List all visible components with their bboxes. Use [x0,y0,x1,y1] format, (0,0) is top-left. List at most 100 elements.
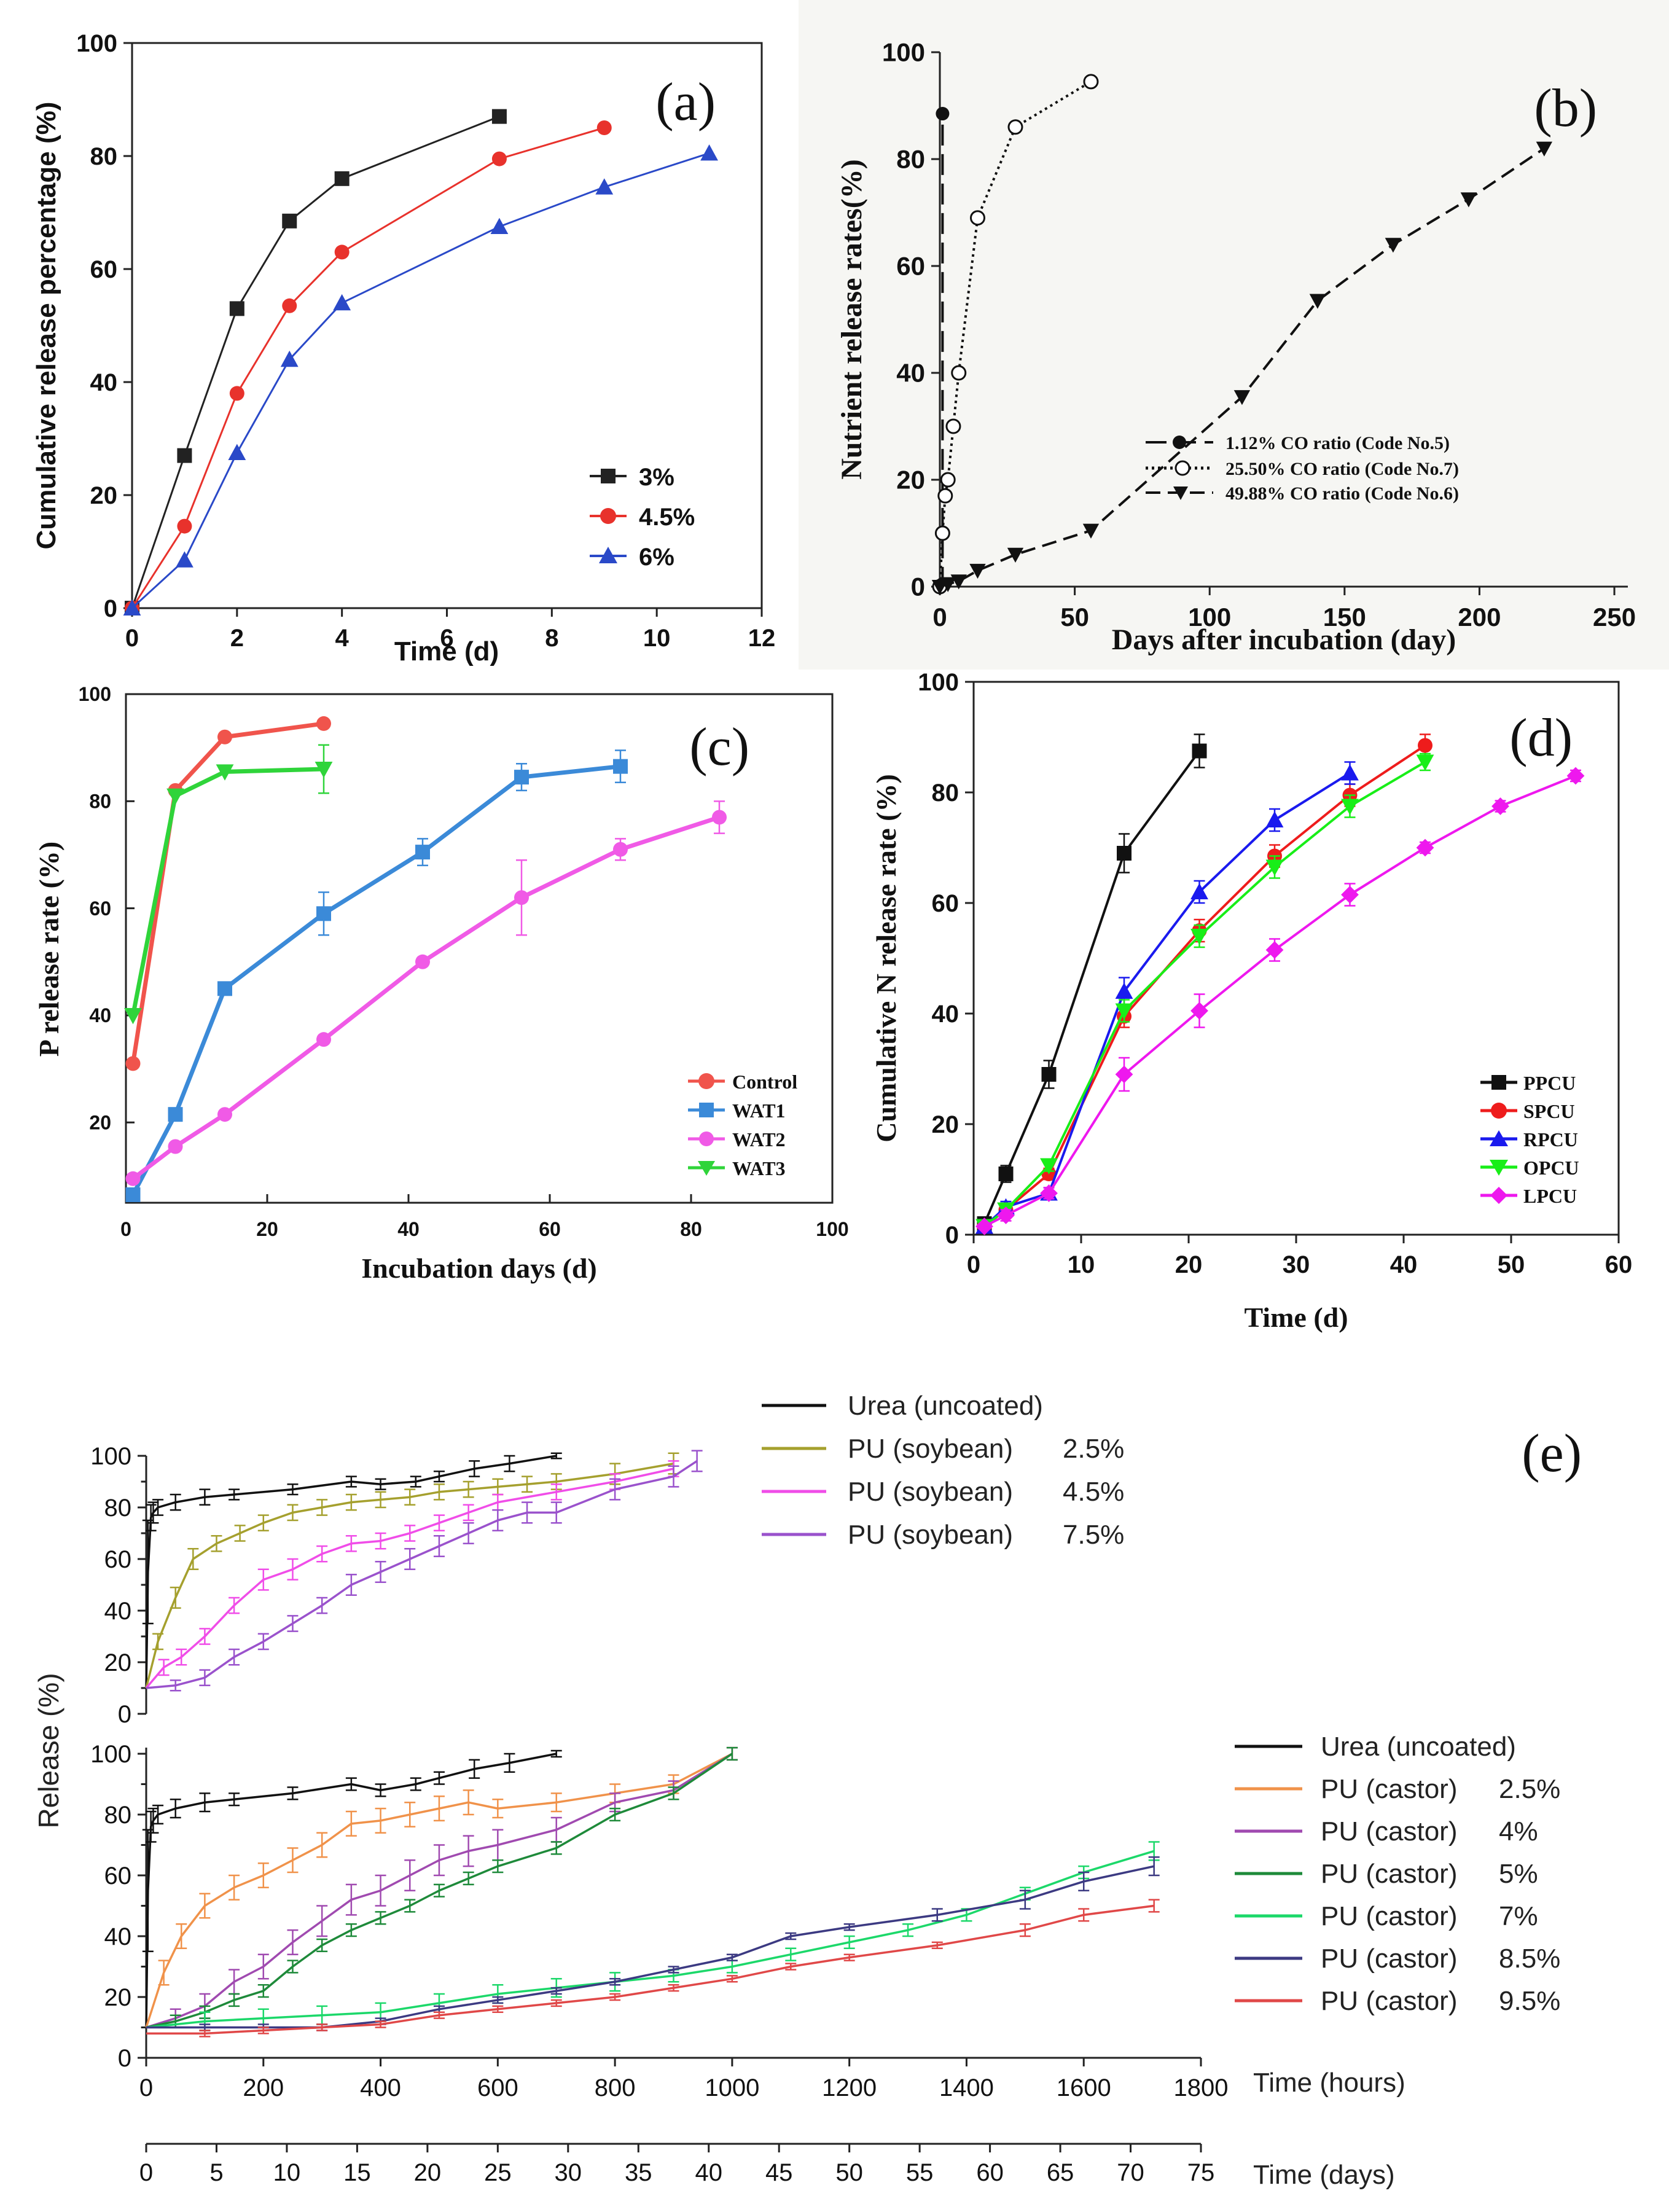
panel-b: 0 50 100 150 200 250 0 20 40 60 80 100 (b) Days aft… [835,38,1636,656]
y-tick-label: 80 [89,791,111,813]
data-point [316,1032,331,1047]
data-point [1460,192,1477,208]
legend: 3% 4.5% 6% [590,464,695,571]
panel-label: (d) [1509,708,1573,768]
x-axis-label: Incubation days (d) [361,1253,596,1284]
x-tick-label: 0 [120,1218,131,1240]
legend-label: WAT3 [732,1157,786,1179]
y-tick-label: 20 [896,466,925,494]
data-point [125,1171,141,1186]
x-tick-label: 6 [440,625,453,652]
y-tick-label: 40 [932,1001,960,1028]
x-tick-days-label: 75 [1187,2159,1215,2186]
data-point [613,842,628,857]
data-point [1007,119,1023,135]
data-point [969,210,985,226]
data-point [595,178,614,195]
data-point [940,472,956,488]
x-tick-label: 100 [1188,603,1231,631]
y-tick-label: 100 [90,1741,131,1768]
legend: 1.12% CO ratio (Code No.5) 25.50% CO rat… [1146,433,1459,504]
y-tick-label: 40 [896,359,925,388]
x-tick-days-label: 45 [765,2159,793,2186]
legend-label-suffix: 4% [1499,1816,1538,1847]
x-tick-label: 0 [932,603,947,631]
y-tick-label: 20 [932,1111,960,1138]
x-tick-label: 1800 [1174,2074,1229,2101]
x-tick-label: 0 [967,1251,980,1278]
x-tick-label: 50 [1060,603,1089,631]
legend-label: PU (castor) [1321,1774,1457,1804]
y-axis-label: P release rate (%) [33,842,64,1057]
data-point [1117,846,1132,861]
data-point [1265,811,1284,827]
legend-label: PPCU [1523,1072,1576,1094]
x-tick-label: 60 [539,1218,561,1240]
legend: Control WAT1 WAT2 WAT3 [688,1071,797,1179]
x-tick-label: 0 [139,2074,153,2101]
y-tick-label: 0 [945,1222,959,1249]
series-line [131,721,324,1064]
y-tick-label: 40 [104,1598,132,1625]
x-tick-label: 200 [243,2074,284,2101]
legend-label: LPCU [1523,1185,1577,1207]
legend-label-suffix: 7% [1499,1901,1538,1931]
y-tick-label: 80 [104,1802,132,1829]
y-tick-label: 60 [932,890,960,917]
legend-label-suffix: 7.5% [1063,1520,1124,1550]
y-tick-label: 60 [90,256,118,283]
data-point [228,444,246,460]
y-tick-label: 100 [76,30,117,57]
y-tick-label: 0 [104,595,117,622]
legend-label: PU (castor) [1321,1859,1457,1889]
x-tick-label: 0 [125,625,139,652]
series-line [145,1455,557,1689]
x-tick-label: 600 [477,2074,518,2101]
legend-label-suffix: 8.5% [1499,1944,1560,1974]
y-axis-label: Nutrient release rates(%) [835,159,868,480]
data-point [1190,883,1208,899]
legend-label-suffix: 4.5% [1063,1477,1124,1507]
data-point [1040,1158,1058,1174]
legend-label: Urea (uncoated) [848,1391,1043,1421]
data-point [415,954,430,969]
y-axis-label: Release (%) [33,1673,64,1828]
x-tick-label: 80 [680,1218,702,1240]
y-tick-label: 20 [89,1111,111,1133]
series-line [131,152,710,609]
y-tick-label: 40 [90,369,118,396]
data-point [1416,754,1434,771]
data-point [280,350,299,367]
legend-label: PU (castor) [1321,1816,1457,1847]
legend-label-suffix: 2.5% [1063,1434,1124,1464]
data-point [1418,738,1433,753]
data-point [168,1139,183,1154]
data-point [124,1007,142,1025]
x-axis-label: Time (d) [1244,1302,1348,1333]
data-point [1309,294,1326,309]
legend-label-suffix: 5% [1499,1859,1538,1889]
data-point [1192,743,1207,759]
data-point [490,217,509,234]
x-tick-label: 30 [1283,1251,1310,1278]
legend-label: 3% [639,464,674,491]
panel-e-bottom: 0 200 400 600 800 1000 1200 1400 1600 18000204060… [33,1673,1560,2190]
legend-label: RPCU [1523,1128,1578,1151]
x-tick-label: 20 [256,1218,278,1240]
y-tick-label: 40 [89,1004,111,1026]
y-tick-label: 60 [104,1862,132,1890]
legend-label: Control [732,1071,797,1093]
data-point [415,845,430,860]
x-tick-label: 10 [1068,1251,1095,1278]
data-point [1041,1067,1057,1082]
legend-label: WAT2 [732,1128,786,1151]
data-point [316,906,331,921]
data-point [934,525,950,541]
x-tick-label: 12 [748,625,776,652]
data-point [316,716,331,731]
data-point [125,1187,141,1202]
x-tick-label: 100 [816,1218,848,1240]
data-point [491,151,507,166]
legend-label: 25.50% CO ratio (Code No.7) [1225,459,1459,479]
